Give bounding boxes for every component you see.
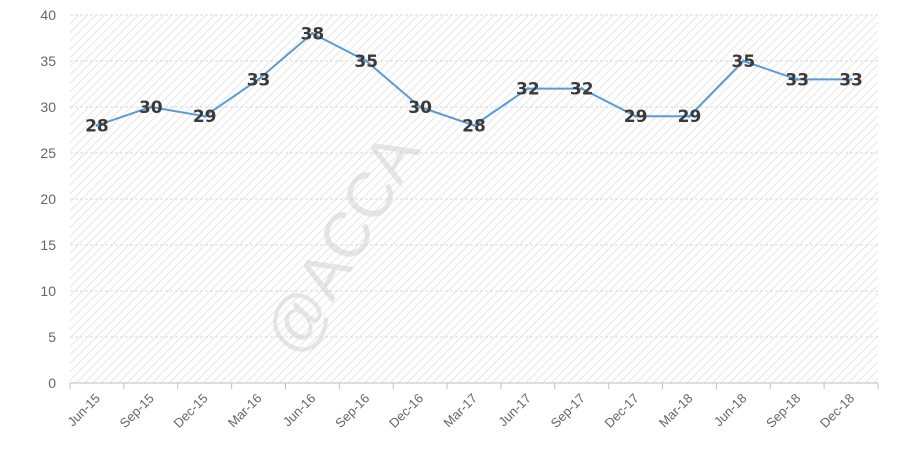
- data-label: 30: [408, 98, 432, 118]
- x-tick-label: Sep-17: [548, 391, 588, 431]
- x-tick-label: Mar-16: [225, 391, 265, 431]
- data-point: [95, 123, 99, 127]
- data-label: 33: [247, 70, 271, 90]
- x-tick-label: Jun-15: [64, 391, 103, 430]
- x-tick-label: Sep-18: [763, 391, 803, 431]
- x-tick-label: Dec-15: [171, 391, 211, 431]
- data-label: 38: [301, 24, 325, 44]
- y-tick-label: 15: [40, 237, 56, 253]
- data-point: [418, 105, 422, 109]
- data-point: [687, 114, 691, 118]
- data-point: [526, 87, 530, 91]
- y-tick-label: 20: [40, 191, 56, 207]
- x-tick-label: Sep-15: [117, 391, 157, 431]
- series-line-layer: [95, 31, 853, 127]
- data-label: 29: [624, 107, 648, 127]
- x-tick-label: Jun-16: [280, 391, 319, 430]
- x-tick-label: Mar-17: [440, 391, 480, 431]
- y-tick-label: 40: [40, 7, 56, 23]
- data-point: [580, 87, 584, 91]
- data-point: [634, 114, 638, 118]
- data-label: 29: [193, 107, 217, 127]
- data-point: [149, 105, 153, 109]
- data-label: 32: [570, 80, 594, 100]
- y-tick-label: 30: [40, 99, 56, 115]
- y-axis-ticks: 0 5 10 15 20 25 30 35 40: [40, 7, 56, 391]
- data-label: 30: [139, 98, 163, 118]
- data-point: [310, 31, 314, 35]
- data-label: 35: [731, 52, 755, 72]
- data-label: 28: [85, 116, 109, 136]
- data-label: 29: [678, 107, 702, 127]
- y-tick-label: 0: [48, 375, 56, 391]
- x-tick-label: Jun-18: [711, 391, 750, 430]
- data-label: 35: [354, 52, 378, 72]
- x-tick-label: Mar-18: [656, 391, 696, 431]
- data-point: [849, 77, 853, 81]
- x-axis-ticks: Jun-15 Sep-15 Dec-15 Mar-16 Jun-16 Sep-16 Dec-…: [64, 391, 857, 431]
- data-point: [364, 59, 368, 63]
- data-label: 33: [839, 70, 863, 90]
- y-tick-label: 5: [48, 329, 56, 345]
- x-tick-label: Dec-16: [386, 391, 426, 431]
- data-label: 33: [785, 70, 809, 90]
- plot-area: [70, 15, 878, 383]
- y-tick-label: 35: [40, 53, 56, 69]
- data-point: [203, 114, 207, 118]
- x-tick-label: Sep-16: [332, 391, 372, 431]
- data-point: [472, 123, 476, 127]
- data-point: [257, 77, 261, 81]
- x-tick-label: Dec-18: [817, 391, 857, 431]
- y-tick-label: 25: [40, 145, 56, 161]
- x-tick-label: Jun-17: [495, 391, 534, 430]
- data-point: [741, 59, 745, 63]
- x-tick-label: Dec-17: [601, 391, 641, 431]
- data-labels: 28 30 29 33 38 35 30 28 32 32 29 29 35 33 33: [85, 24, 863, 136]
- y-tick-label: 10: [40, 283, 56, 299]
- axes: [69, 382, 879, 389]
- data-point: [795, 77, 799, 81]
- data-label: 28: [462, 116, 486, 136]
- data-label: 32: [516, 80, 540, 100]
